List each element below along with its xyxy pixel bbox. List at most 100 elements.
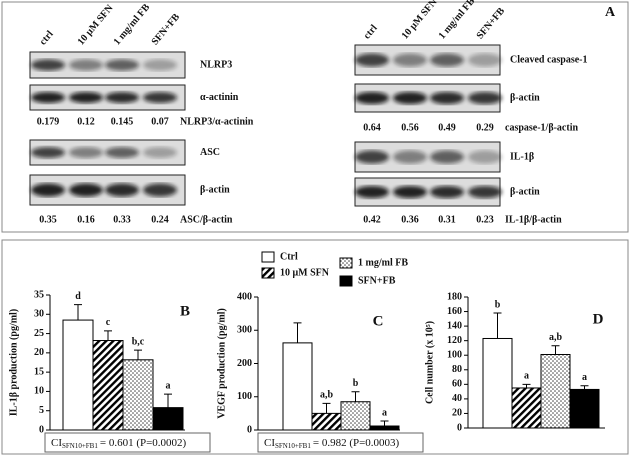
y-tick-label: 400 <box>237 291 252 302</box>
ratio-value: 0.56 <box>401 122 419 133</box>
blot-band <box>393 150 427 164</box>
y-tick-label: 140 <box>447 320 462 331</box>
legend-swatch <box>339 257 353 269</box>
y-tick-label: 160 <box>447 306 462 317</box>
ratio-value: 0.64 <box>363 122 381 133</box>
blot-band <box>105 147 139 158</box>
lane-label: 10 μM SFN <box>76 2 116 47</box>
legend-label: Ctrl <box>280 251 298 262</box>
y-axis-label: Cell number (x 10⁵) <box>424 321 435 404</box>
ci-part: SFN10+FB1 <box>62 442 98 450</box>
blot-band <box>468 91 502 105</box>
lane-label: 1 mg/ml FB <box>437 0 478 41</box>
y-tick-label: 10 <box>34 386 44 397</box>
error-bar <box>380 420 389 427</box>
blot-band <box>430 185 464 199</box>
bar <box>311 412 342 431</box>
y-axis-label: IL-1β production (pg/ml) <box>8 309 19 416</box>
blot-band <box>393 91 427 105</box>
panel-bcd-frame <box>1 239 629 455</box>
ratio-value: 0.36 <box>401 214 419 225</box>
y-tick-label: 5 <box>39 405 44 416</box>
ratio-value: 0.179 <box>37 116 60 127</box>
error-bar <box>104 330 112 341</box>
y-tick-label: 0 <box>247 424 252 435</box>
error-bar <box>351 391 360 402</box>
legend-swatch <box>339 275 353 287</box>
bar <box>282 342 313 431</box>
bar <box>62 319 94 431</box>
lane-label: 10 μM SFN <box>400 0 440 41</box>
ratio-value: 0.16 <box>77 214 95 225</box>
ci-part: CI <box>264 437 275 449</box>
ci-text: CISFN10+FB1 = 0.982 (P=0.0003) <box>264 437 400 450</box>
bar <box>122 359 154 431</box>
blot-label: β-actin <box>200 184 230 195</box>
y-tick-label: 35 <box>34 289 44 300</box>
bar <box>511 387 542 429</box>
blot-label: α-actinin <box>200 92 239 103</box>
ci-part: = 0.601 (P=0.0002) <box>100 437 187 449</box>
ratio-label: IL-1β/β-actin <box>505 214 562 225</box>
significance-letter: b,c <box>132 336 145 347</box>
significance-letter: a <box>524 371 529 382</box>
blot-band <box>430 150 464 164</box>
blot-label: β-actin <box>510 186 540 197</box>
ci-part: = 0.982 (P=0.0003) <box>313 437 400 449</box>
blot-band <box>69 147 103 158</box>
blot-band <box>430 53 464 67</box>
blot-band <box>393 53 427 67</box>
y-tick-label: 80 <box>452 364 462 375</box>
blot-band <box>143 147 177 158</box>
blot-band <box>143 92 177 103</box>
blot-label: Cleaved caspase-1 <box>510 54 588 65</box>
blot-label: β-actin <box>510 92 540 103</box>
bar <box>369 425 400 431</box>
significance-letter: a <box>582 372 587 383</box>
blot-band <box>355 185 389 199</box>
significance-letter: a,b <box>320 390 334 401</box>
ci-box <box>44 432 211 453</box>
blot-band <box>69 183 103 197</box>
blot-band <box>69 59 103 71</box>
significance-letter: a,b <box>549 332 563 343</box>
legend-swatch <box>261 251 275 263</box>
lane-label: 1 mg/ml FB <box>112 2 153 48</box>
blot-band <box>468 53 502 67</box>
blot-band <box>105 59 139 71</box>
blot-band <box>468 150 502 164</box>
blot-band <box>69 92 103 103</box>
ratio-value: 0.33 <box>113 214 131 225</box>
y-tick-label: 25 <box>34 328 44 339</box>
ratio-value: 0.12 <box>77 116 95 127</box>
significance-letter: a <box>166 380 171 391</box>
y-tick-label: 0 <box>39 424 44 435</box>
panel-label: D <box>593 311 604 327</box>
ratio-value: 0.35 <box>39 214 57 225</box>
y-tick-label: 100 <box>237 391 252 402</box>
blot-band <box>31 147 65 158</box>
lane-label: SFN+FB <box>475 5 508 41</box>
ratio-value: 0.24 <box>151 214 169 225</box>
y-tick-label: 0 <box>457 422 462 433</box>
blot-band <box>105 92 139 103</box>
error-bar <box>551 345 560 355</box>
y-tick-label: 120 <box>447 335 462 346</box>
blot-band <box>143 59 177 71</box>
significance-letter: c <box>106 317 111 328</box>
bar <box>340 401 371 431</box>
bar <box>482 337 513 429</box>
blot-band <box>355 91 389 105</box>
y-tick-label: 20 <box>452 408 462 419</box>
significance-letter: b <box>495 299 501 310</box>
blot-band <box>143 183 177 197</box>
blot-band <box>468 185 502 199</box>
error-bar <box>293 322 302 343</box>
ratio-label: caspase-1/β-actin <box>505 122 578 133</box>
blot-band <box>31 59 65 71</box>
ratio-label: ASC/β-actin <box>180 214 233 225</box>
blot-band <box>430 91 464 105</box>
y-tick-label: 100 <box>447 350 462 361</box>
y-tick-label: 60 <box>452 379 462 390</box>
legend-swatch <box>261 267 275 279</box>
